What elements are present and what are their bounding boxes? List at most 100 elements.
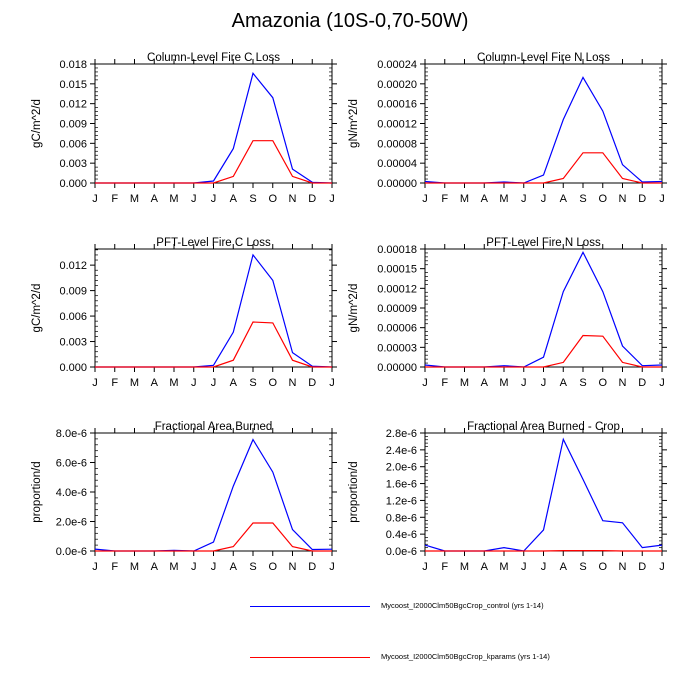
y-tick-label: 2.8e-6: [386, 428, 417, 440]
x-tick-label: A: [151, 377, 159, 389]
x-tick-label: J: [92, 377, 98, 389]
y-tick-label: 0.00000: [377, 178, 417, 190]
x-tick-label: M: [460, 561, 469, 573]
legend-label-control: Mycoost_I2000Clm50BgcCrop_control (yrs 1…: [381, 601, 544, 610]
y-tick-label: 6.0e-6: [56, 458, 87, 470]
x-tick-label: J: [191, 193, 197, 205]
y-tick-label: 0.003: [59, 158, 87, 170]
y-axis-label: gN/m^2/d: [348, 99, 360, 148]
chart-title: Column-Level Fire N Loss: [477, 52, 610, 64]
x-tick-label: A: [481, 377, 489, 389]
x-tick-label: O: [598, 561, 607, 573]
x-tick-label: O: [268, 561, 277, 573]
x-tick-label: A: [481, 561, 489, 573]
x-tick-label: J: [422, 193, 428, 205]
y-tick-label: 0.009: [59, 286, 87, 298]
y-tick-label: 0.00015: [377, 264, 417, 276]
y-tick-label: 0.003: [59, 337, 87, 349]
x-tick-label: O: [268, 377, 277, 389]
y-tick-label: 0.00012: [377, 119, 417, 131]
y-tick-label: 0.0e-6: [386, 546, 417, 558]
x-tick-label: D: [308, 561, 316, 573]
y-axis-label: gC/m^2/d: [31, 284, 43, 333]
x-tick-label: N: [289, 193, 297, 205]
series-line-kparams: [425, 334, 662, 368]
x-tick-label: M: [169, 193, 178, 205]
y-tick-label: 0.00016: [377, 99, 417, 111]
x-tick-label: J: [191, 561, 197, 573]
legend-line-control: [250, 606, 370, 607]
series-line-control: [424, 250, 663, 368]
series-line-control: [95, 253, 333, 368]
x-tick-label: J: [541, 193, 547, 205]
y-tick-label: 0.000: [59, 178, 87, 190]
x-tick-label: J: [422, 377, 428, 389]
plot-frame: [94, 248, 333, 368]
x-tick-label: J: [521, 377, 527, 389]
y-tick-label: 0.012: [59, 99, 87, 111]
x-tick-label: N: [619, 377, 627, 389]
x-tick-label: A: [230, 377, 238, 389]
x-tick-label: J: [659, 561, 665, 573]
x-tick-label: O: [598, 193, 607, 205]
x-tick-label: D: [638, 561, 646, 573]
x-tick-label: F: [111, 561, 118, 573]
series-line-kparams: [95, 140, 332, 184]
x-tick-label: S: [579, 377, 586, 389]
x-tick-label: J: [422, 561, 428, 573]
y-axis-label: proportion/d: [31, 461, 43, 522]
legend-label-kparams: Mycoost_I2000Clm50BgcCrop_kparams (yrs 1…: [381, 652, 550, 661]
series-line-control: [424, 437, 663, 552]
y-tick-label: 2.4e-6: [386, 445, 417, 457]
plot-frame: [424, 432, 663, 552]
x-tick-label: O: [268, 193, 277, 205]
x-tick-label: A: [560, 193, 568, 205]
y-tick-label: 8.0e-6: [56, 428, 87, 440]
x-tick-label: J: [521, 561, 527, 573]
x-tick-label: F: [441, 561, 448, 573]
x-tick-label: A: [230, 561, 238, 573]
x-tick-label: N: [619, 561, 627, 573]
x-tick-label: J: [659, 377, 665, 389]
series-line-control: [95, 72, 333, 184]
y-axis-label: gC/m^2/d: [31, 99, 43, 148]
legend-line-kparams: [250, 657, 370, 658]
chart-title: Fractional Area Burned - Crop: [467, 421, 620, 433]
chart-title: Fractional Area Burned: [155, 421, 273, 433]
y-tick-label: 0.00009: [377, 303, 417, 315]
x-tick-label: J: [329, 377, 335, 389]
y-tick-label: 0.012: [59, 260, 87, 272]
x-tick-label: S: [249, 377, 256, 389]
x-tick-label: M: [460, 377, 469, 389]
x-tick-label: F: [111, 193, 118, 205]
x-tick-label: J: [329, 193, 335, 205]
x-tick-label: N: [289, 377, 297, 389]
y-axis-label: proportion/d: [348, 461, 360, 522]
figure-title: Amazonia (10S-0,70-50W): [231, 10, 469, 32]
x-tick-label: S: [249, 561, 256, 573]
x-tick-label: S: [579, 561, 586, 573]
x-tick-label: M: [499, 377, 508, 389]
y-tick-label: 0.00020: [377, 79, 417, 91]
x-tick-label: A: [230, 193, 238, 205]
y-axis-label: gN/m^2/d: [348, 284, 360, 333]
x-tick-label: J: [521, 193, 527, 205]
y-tick-label: 0.00006: [377, 323, 417, 335]
plot-frame: [424, 63, 663, 184]
x-tick-label: D: [308, 193, 316, 205]
x-tick-label: M: [130, 561, 139, 573]
series-line-kparams: [95, 321, 332, 368]
x-tick-label: N: [619, 193, 627, 205]
x-tick-label: A: [481, 193, 489, 205]
y-tick-label: 0.00012: [377, 283, 417, 295]
x-tick-label: J: [211, 561, 217, 573]
y-tick-label: 0.4e-6: [386, 529, 417, 541]
x-tick-label: J: [211, 377, 217, 389]
x-tick-label: M: [460, 193, 469, 205]
x-tick-label: F: [441, 377, 448, 389]
y-tick-label: 0.006: [59, 311, 87, 323]
